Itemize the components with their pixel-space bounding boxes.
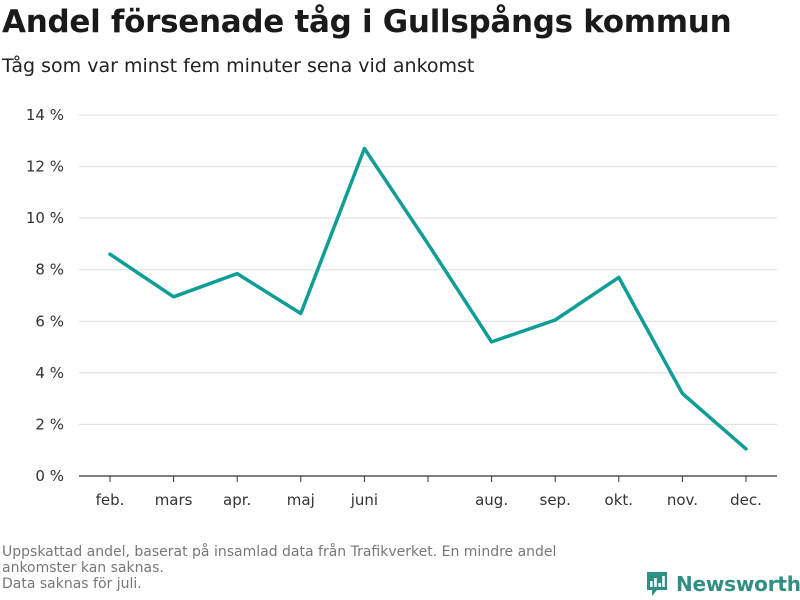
x-tick-label: feb. <box>96 491 125 509</box>
newsworthy-logo-icon <box>647 572 667 596</box>
chart-subtitle: Tåg som var minst fem minuter sena vid a… <box>2 55 475 77</box>
footnote: Uppskattad andel, baserat på insamlad da… <box>2 544 632 592</box>
x-tick-label: nov. <box>667 491 698 509</box>
x-tick-label: aug. <box>475 491 508 509</box>
series-line <box>108 146 748 451</box>
y-tick-label: 6 % <box>35 312 64 330</box>
chart-title: Andel försenade tåg i Gullspångs kommun <box>2 4 732 40</box>
brand-logo: Newsworthy <box>645 570 800 598</box>
x-tick-label: apr. <box>223 491 251 509</box>
brand-name: Newsworthy <box>676 572 800 596</box>
y-tick-label: 4 % <box>35 364 64 382</box>
footnote-line-2: ankomster kan saknas. <box>2 560 164 576</box>
footnote-line-1: Uppskattad andel, baserat på insamlad da… <box>2 544 557 560</box>
y-tick-label: 8 % <box>35 261 64 279</box>
y-tick-label: 10 % <box>26 209 64 227</box>
y-tick-label: 14 % <box>26 106 64 124</box>
y-tick-label: 0 % <box>35 467 64 485</box>
x-tick-label: mars <box>155 491 193 509</box>
x-tick-label: sep. <box>540 491 571 509</box>
x-tick-label: juni <box>350 491 378 509</box>
line-chart: 0 % 2 % 4 % 6 % 8 % 10 % 12 % 14 % feb. mars apr. m… <box>26 106 777 509</box>
y-tick-label: 12 % <box>26 158 64 176</box>
footnote-line-3: Data saknas för juli. <box>2 576 142 592</box>
x-tick-label: maj <box>287 491 315 509</box>
x-tick-label: okt. <box>605 491 634 509</box>
x-tick-label: dec. <box>730 491 762 509</box>
y-tick-label: 2 % <box>35 415 64 433</box>
